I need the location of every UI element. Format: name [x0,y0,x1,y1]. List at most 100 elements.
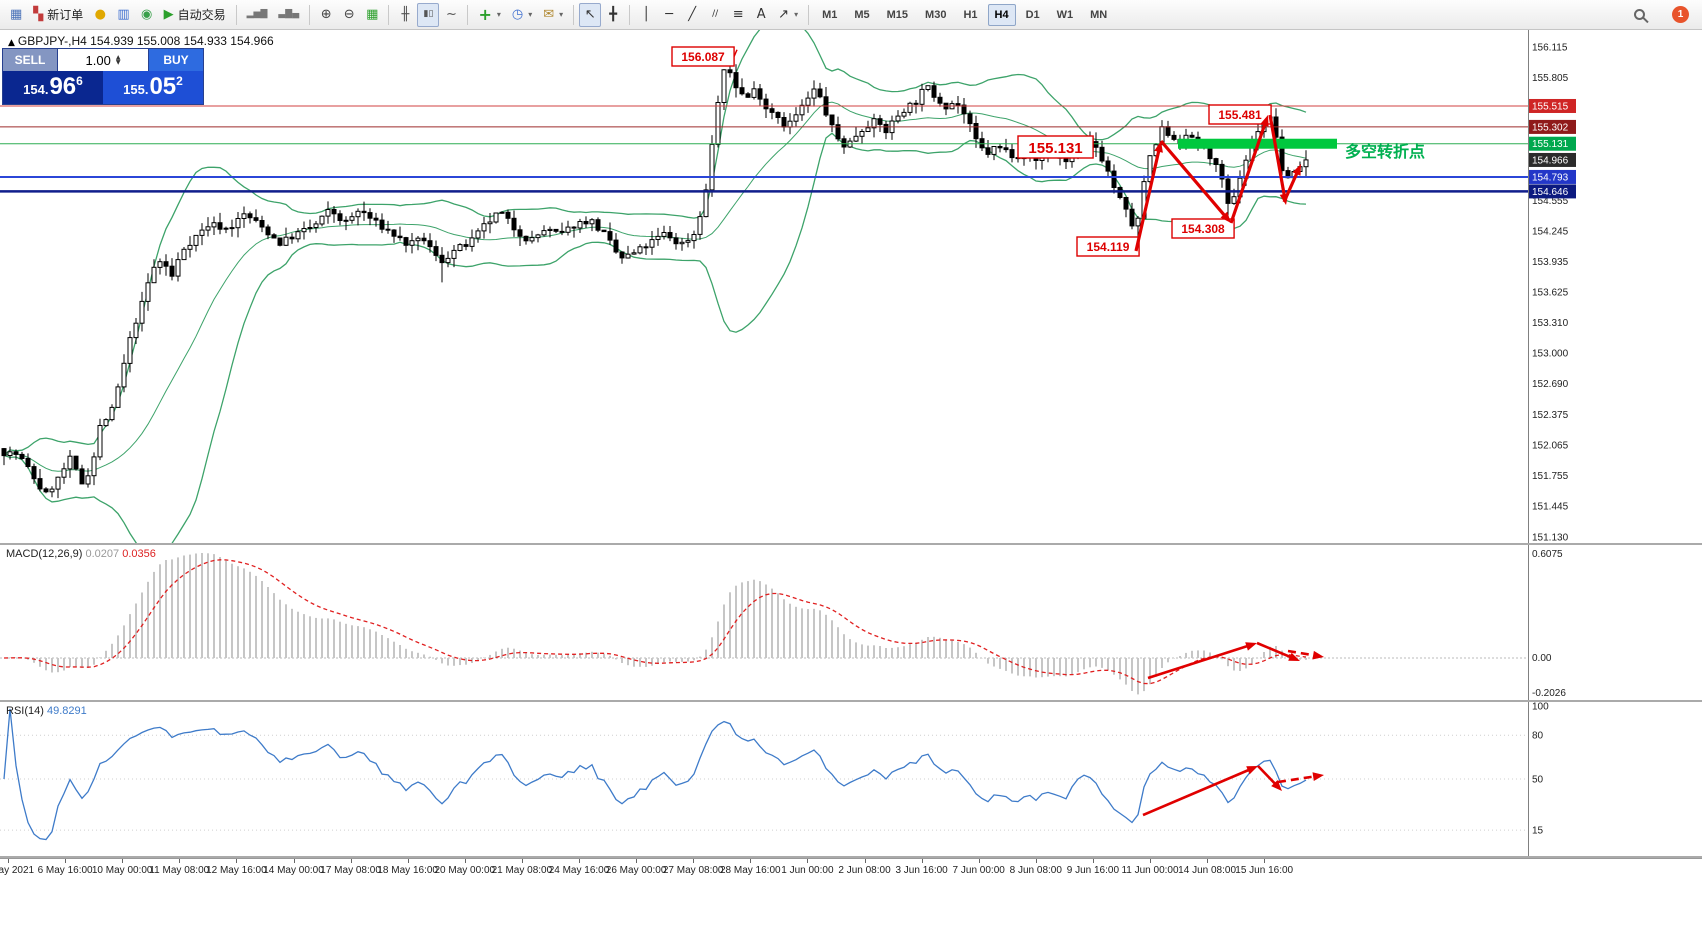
annotations[interactable]: 多空转折点 156.087 155.481 155.131 154.119 154.308 [671,46,1425,257]
new-order-button-label: 新订单 [47,8,84,22]
volume-spinner[interactable]: ▲ ▼ [115,54,121,66]
chevron-down-icon[interactable]: ▾ [528,10,533,19]
sell-button[interactable]: SELL [3,49,58,71]
timeframe-m1[interactable]: M1 [822,8,838,21]
svg-text:155.515: 155.515 [1532,101,1569,112]
period-icon[interactable]: ◷ ▾ [507,3,537,27]
price-annotation-box[interactable] [1076,236,1140,257]
zoom-in-icon[interactable]: ⊕ [315,3,337,27]
rsi-arrows[interactable] [1142,765,1324,817]
new-chart-icon[interactable]: ▦ [5,3,27,27]
svg-text:151.130: 151.130 [1532,533,1569,543]
svg-text:154.555: 154.555 [1532,196,1569,207]
svg-text:155.481: 155.481 [1218,108,1262,122]
timeframe-m15[interactable]: M15 [886,8,909,21]
timeframe-d1[interactable]: D1 [1025,8,1040,21]
price-annotation-box[interactable] [671,46,735,67]
zoom-in-icon: ⊕ [320,7,332,22]
time-tick [350,859,352,863]
price-annotation-box[interactable] [1017,135,1094,159]
crosshair-icon[interactable]: ╋ [602,3,624,27]
time-tick [521,859,523,863]
channel-icon[interactable]: // [704,3,726,27]
volume-value[interactable]: 1.00 [85,52,111,68]
sell-price-sup: 6 [76,74,83,88]
community-icon[interactable]: ◉ [136,3,158,27]
sell-price[interactable]: 154. 96 6 [3,71,103,104]
indicator-window-icon: ▃▇▄ [278,9,300,19]
candles [1,49,1309,499]
symbol-ohlc-text: GBPJPY-,H4 154.939 155.008 154.933 154.9… [17,34,274,48]
zoom-out-icon[interactable]: ⊖ [338,3,360,27]
panel-separator[interactable] [0,543,1702,545]
channel-icon: // [712,9,719,19]
buy-price-sup: 2 [176,74,183,88]
cursor-icon[interactable]: ↖ [579,2,602,27]
auto-trading-button[interactable]: ▶ 自动交易 [159,3,231,27]
price-axis[interactable]: 156.115 155.805 154.555 154.245 153.935 153.6… [1528,30,1577,543]
timeframe-mn[interactable]: MN [1090,8,1108,21]
toolbar-separator [235,4,237,25]
timeframe-h4[interactable]: H4 [987,3,1016,26]
buy-price[interactable]: 155. 05 2 [103,71,203,104]
line-chart-icon[interactable]: ~ [440,3,462,27]
svg-text:153.310: 153.310 [1532,318,1569,329]
volume-up-icon[interactable]: ▲ [115,54,121,61]
search-icon[interactable] [1634,9,1645,20]
arrow-tool-icon[interactable]: ↗ ▾ [773,3,803,27]
turning-point-text[interactable]: 多空转折点 [1345,142,1425,161]
trendline-icon[interactable]: ╱ [681,3,703,27]
svg-text:154.793: 154.793 [1532,172,1569,183]
indicator-window-icon[interactable]: ▃▇▄ [273,3,304,27]
price-annotation-box[interactable] [1208,104,1272,125]
time-label: 7 Jun 00:00 [952,865,1005,876]
panel-separator[interactable] [0,700,1702,702]
time-tick [864,859,866,863]
bar-chart-icon[interactable]: ╫ [394,3,416,27]
vertical-line-icon[interactable]: │ [635,3,657,27]
new-order-button[interactable]: ▚ 新订单 [28,3,88,27]
timeframe-w1[interactable]: W1 [1056,8,1074,21]
macd-panel[interactable]: 0.6075 0.00 -0.2026 MACD(12,26,9) 0.0207 0… [0,545,1702,700]
trendline-icon: ╱ [688,7,697,22]
timeframe-m5[interactable]: M5 [854,8,870,21]
mail-icon[interactable]: ✉ ▾ [538,3,568,27]
text-icon[interactable]: A [750,3,772,27]
rsi-chart[interactable]: 100 80 50 15 [0,702,1578,856]
chevron-down-icon[interactable]: ▾ [794,10,799,19]
price-annotation-box[interactable] [1171,218,1235,239]
notification-badge[interactable]: 1 [1672,6,1689,23]
fibonacci-icon[interactable]: ≡ [727,3,749,27]
payments-icon[interactable]: ▥ [112,3,134,27]
volume-down-icon[interactable]: ▼ [115,59,121,66]
chevron-down-icon[interactable]: ▾ [496,10,501,19]
macd-signal-value: 0.0356 [122,548,156,560]
macd-chart[interactable]: 0.6075 0.00 -0.2026 [0,545,1578,700]
add-indicator-icon[interactable]: + ▾ [473,3,505,27]
macd-params: MACD(12,26,9) [6,548,83,560]
macd-arrows[interactable] [1147,641,1324,680]
rsi-panel[interactable]: 100 80 50 15 RSI(14) 49.8291 [0,702,1702,856]
horizontal-line-icon[interactable]: ─ [658,3,680,27]
timeframe-m30[interactable]: M30 [925,8,947,21]
auto-trading-button-label: 自动交易 [177,8,226,22]
candlestick-chart-icon: ▮▯ [423,9,434,19]
timeframe-h1[interactable]: H1 [963,8,978,21]
time-label: 18 May 16:00 [377,865,438,876]
time-tick [8,859,9,863]
add-indicator-icon: + [478,4,492,24]
time-tick [1035,859,1037,863]
volume-input[interactable]: 1.00 ▲ ▼ [58,49,148,71]
candlestick-chart-icon[interactable]: ▮▯ [417,2,440,27]
panel-separator[interactable] [0,856,1702,858]
main-chart-panel[interactable]: 多空转折点 156.087 155.481 155.131 154.119 154.308… [0,30,1702,543]
price-chart[interactable]: 多空转折点 156.087 155.481 155.131 154.119 154.308… [0,30,1578,543]
buy-button[interactable]: BUY [148,49,203,71]
chevron-down-icon[interactable]: ▾ [559,10,564,19]
deposit-icon[interactable]: ● [89,3,111,27]
indicators-icon[interactable]: ▂▅▇ [242,3,273,27]
svg-text:-0.2026: -0.2026 [1532,688,1566,699]
tile-windows-icon[interactable]: ▦ [361,3,383,27]
time-label: 17 May 08:00 [320,865,381,876]
